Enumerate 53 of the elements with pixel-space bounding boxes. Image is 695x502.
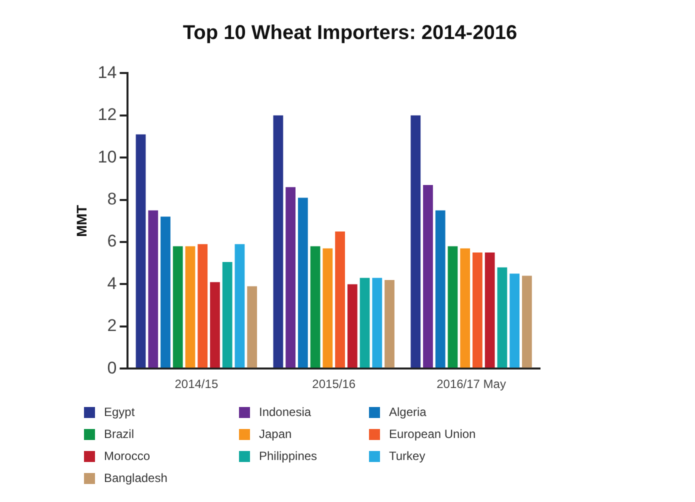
legend-label: Morocco — [104, 449, 150, 463]
bar — [522, 276, 532, 368]
bar — [322, 248, 333, 368]
bar — [372, 278, 382, 368]
legend-label: Egypt — [104, 405, 135, 419]
y-tick-label: 6 — [107, 232, 117, 251]
y-tick-label: 0 — [107, 358, 117, 378]
y-axis-title: MMT — [73, 204, 90, 237]
legend-label: Bangladesh — [104, 471, 168, 485]
x-tick-label: 2014/15 — [174, 377, 218, 392]
bar — [384, 280, 394, 368]
bar — [234, 244, 245, 368]
y-tick-label: 10 — [98, 147, 117, 166]
y-tick-label: 4 — [107, 274, 117, 293]
legend-label: Turkey — [389, 449, 426, 463]
bar — [497, 267, 508, 368]
bar — [423, 185, 433, 368]
y-tick-label: 2 — [107, 316, 117, 336]
bar — [185, 246, 196, 368]
y-tick-label: 12 — [98, 105, 117, 124]
bar — [410, 115, 421, 368]
bar — [510, 274, 520, 368]
y-tick-label: 14 — [98, 62, 117, 82]
bar — [210, 282, 220, 368]
bar — [460, 248, 470, 368]
bar — [172, 246, 183, 368]
legend-label: European Union — [389, 427, 476, 441]
legend-label: Indonesia — [259, 405, 312, 419]
x-tick-label: 2015/16 — [312, 377, 356, 392]
y-tick-label: 8 — [107, 189, 117, 208]
bar — [310, 246, 320, 368]
legend-label: Brazil — [104, 427, 134, 441]
bar — [247, 286, 258, 368]
bar — [286, 187, 296, 368]
bar — [435, 210, 446, 368]
bar — [335, 231, 345, 368]
bar — [148, 210, 158, 368]
bar — [160, 216, 170, 368]
bar — [448, 246, 458, 368]
bar — [273, 115, 284, 368]
legend-label: Algeria — [389, 405, 426, 419]
bar — [298, 198, 308, 368]
legend-label: Japan — [259, 427, 292, 441]
bar — [347, 284, 358, 368]
bar — [484, 252, 495, 368]
bar — [472, 252, 482, 368]
bar — [198, 244, 208, 368]
legend-label: Philippines — [259, 449, 318, 463]
bar — [136, 134, 146, 368]
chart-title: Top 10 Wheat Importers: 2014-2016 — [182, 22, 518, 45]
x-tick-label: 2016/17 May — [436, 377, 506, 392]
bar — [222, 262, 232, 368]
bar — [360, 278, 370, 368]
